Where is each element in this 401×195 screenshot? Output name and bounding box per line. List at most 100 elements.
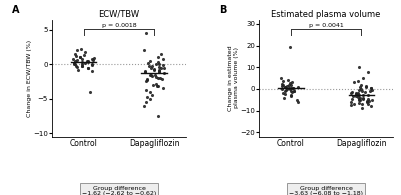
Point: [356, 98, 362, 101]
Point: [89, 70, 95, 73]
Point: [85, 61, 91, 64]
Point: [160, 63, 166, 66]
Point: [142, 71, 148, 74]
Point: [161, 66, 168, 69]
Point: [79, 61, 85, 64]
Point: [358, 90, 365, 93]
Point: [154, 84, 160, 87]
Point: [284, 87, 290, 90]
Point: [146, 97, 153, 100]
Point: [279, 80, 286, 83]
Point: [154, 76, 161, 80]
Point: [283, 88, 289, 91]
Point: [360, 97, 366, 100]
Point: [156, 66, 163, 69]
Point: [288, 89, 294, 92]
Point: [355, 96, 362, 99]
Point: [142, 89, 149, 92]
Point: [70, 57, 77, 60]
Point: [157, 76, 164, 80]
Point: [291, 90, 297, 93]
Point: [143, 32, 150, 35]
Point: [151, 67, 158, 71]
Point: [295, 100, 302, 103]
Point: [77, 55, 83, 58]
Point: [279, 88, 286, 91]
Point: [153, 62, 159, 65]
Point: [368, 86, 375, 89]
Point: [79, 63, 85, 66]
Point: [84, 60, 91, 63]
Point: [156, 69, 162, 72]
Point: [354, 80, 361, 83]
Point: [365, 103, 371, 106]
Point: [357, 85, 363, 88]
Point: [71, 61, 77, 64]
Point: [355, 97, 362, 100]
Text: A: A: [12, 5, 20, 15]
Point: [348, 104, 354, 107]
Point: [356, 101, 363, 105]
Point: [81, 54, 88, 57]
Title: Estimated plasma volume: Estimated plasma volume: [271, 10, 381, 19]
Point: [77, 56, 83, 59]
Point: [141, 49, 147, 52]
Point: [348, 101, 354, 104]
Point: [89, 57, 95, 60]
Point: [85, 59, 92, 62]
Point: [279, 85, 285, 88]
Point: [367, 90, 373, 93]
Point: [356, 88, 362, 91]
Point: [286, 83, 292, 86]
Point: [147, 59, 154, 62]
Point: [156, 70, 163, 73]
Point: [148, 74, 154, 77]
Point: [359, 102, 365, 105]
Point: [279, 82, 285, 86]
Point: [77, 48, 84, 51]
Point: [280, 83, 286, 87]
Text: Group difference
−1.62 (−2.62 to −0.62): Group difference −1.62 (−2.62 to −0.62): [82, 186, 156, 195]
Point: [288, 90, 295, 94]
Point: [160, 72, 167, 75]
Point: [356, 93, 362, 97]
Point: [72, 52, 78, 55]
Point: [155, 85, 162, 88]
Point: [282, 90, 288, 93]
Point: [358, 83, 365, 86]
Point: [285, 79, 291, 82]
Point: [89, 63, 95, 66]
Point: [160, 57, 166, 60]
Point: [143, 101, 150, 104]
Point: [79, 65, 85, 68]
Point: [295, 86, 302, 89]
Point: [288, 94, 294, 97]
Point: [362, 90, 368, 94]
Point: [354, 92, 360, 95]
Point: [353, 91, 359, 94]
Point: [79, 58, 85, 61]
Point: [148, 67, 154, 70]
Point: [144, 78, 150, 81]
Point: [288, 87, 294, 90]
Point: [160, 87, 166, 90]
Point: [153, 82, 159, 85]
Point: [156, 63, 163, 66]
Point: [359, 107, 365, 110]
Point: [142, 70, 148, 73]
Point: [280, 92, 286, 95]
Point: [73, 64, 79, 67]
Point: [74, 66, 80, 69]
Point: [364, 100, 371, 103]
Point: [290, 86, 297, 89]
Point: [156, 70, 162, 73]
Point: [89, 63, 95, 66]
Point: [150, 83, 156, 86]
Text: B: B: [219, 5, 227, 15]
Point: [152, 75, 159, 78]
Point: [72, 59, 78, 62]
Point: [155, 114, 161, 117]
Title: ECW/TBW: ECW/TBW: [98, 10, 140, 19]
Point: [158, 66, 164, 69]
Point: [158, 52, 164, 55]
